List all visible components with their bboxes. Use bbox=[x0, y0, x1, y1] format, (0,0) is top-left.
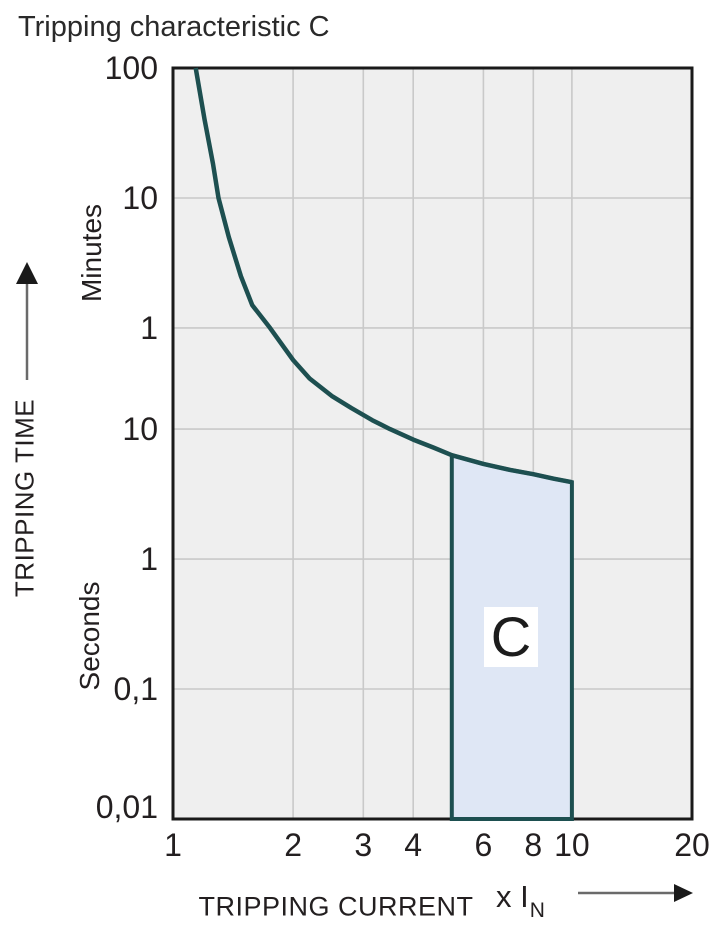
chart-title: Tripping characteristic C bbox=[18, 11, 330, 43]
plot-frame bbox=[171, 66, 694, 821]
y-axis-arrow-head bbox=[16, 262, 38, 284]
plot-area bbox=[173, 68, 692, 819]
band-region-c bbox=[449, 452, 574, 821]
tripping-curve bbox=[193, 67, 573, 485]
x-axis-arrow-head bbox=[674, 884, 693, 902]
